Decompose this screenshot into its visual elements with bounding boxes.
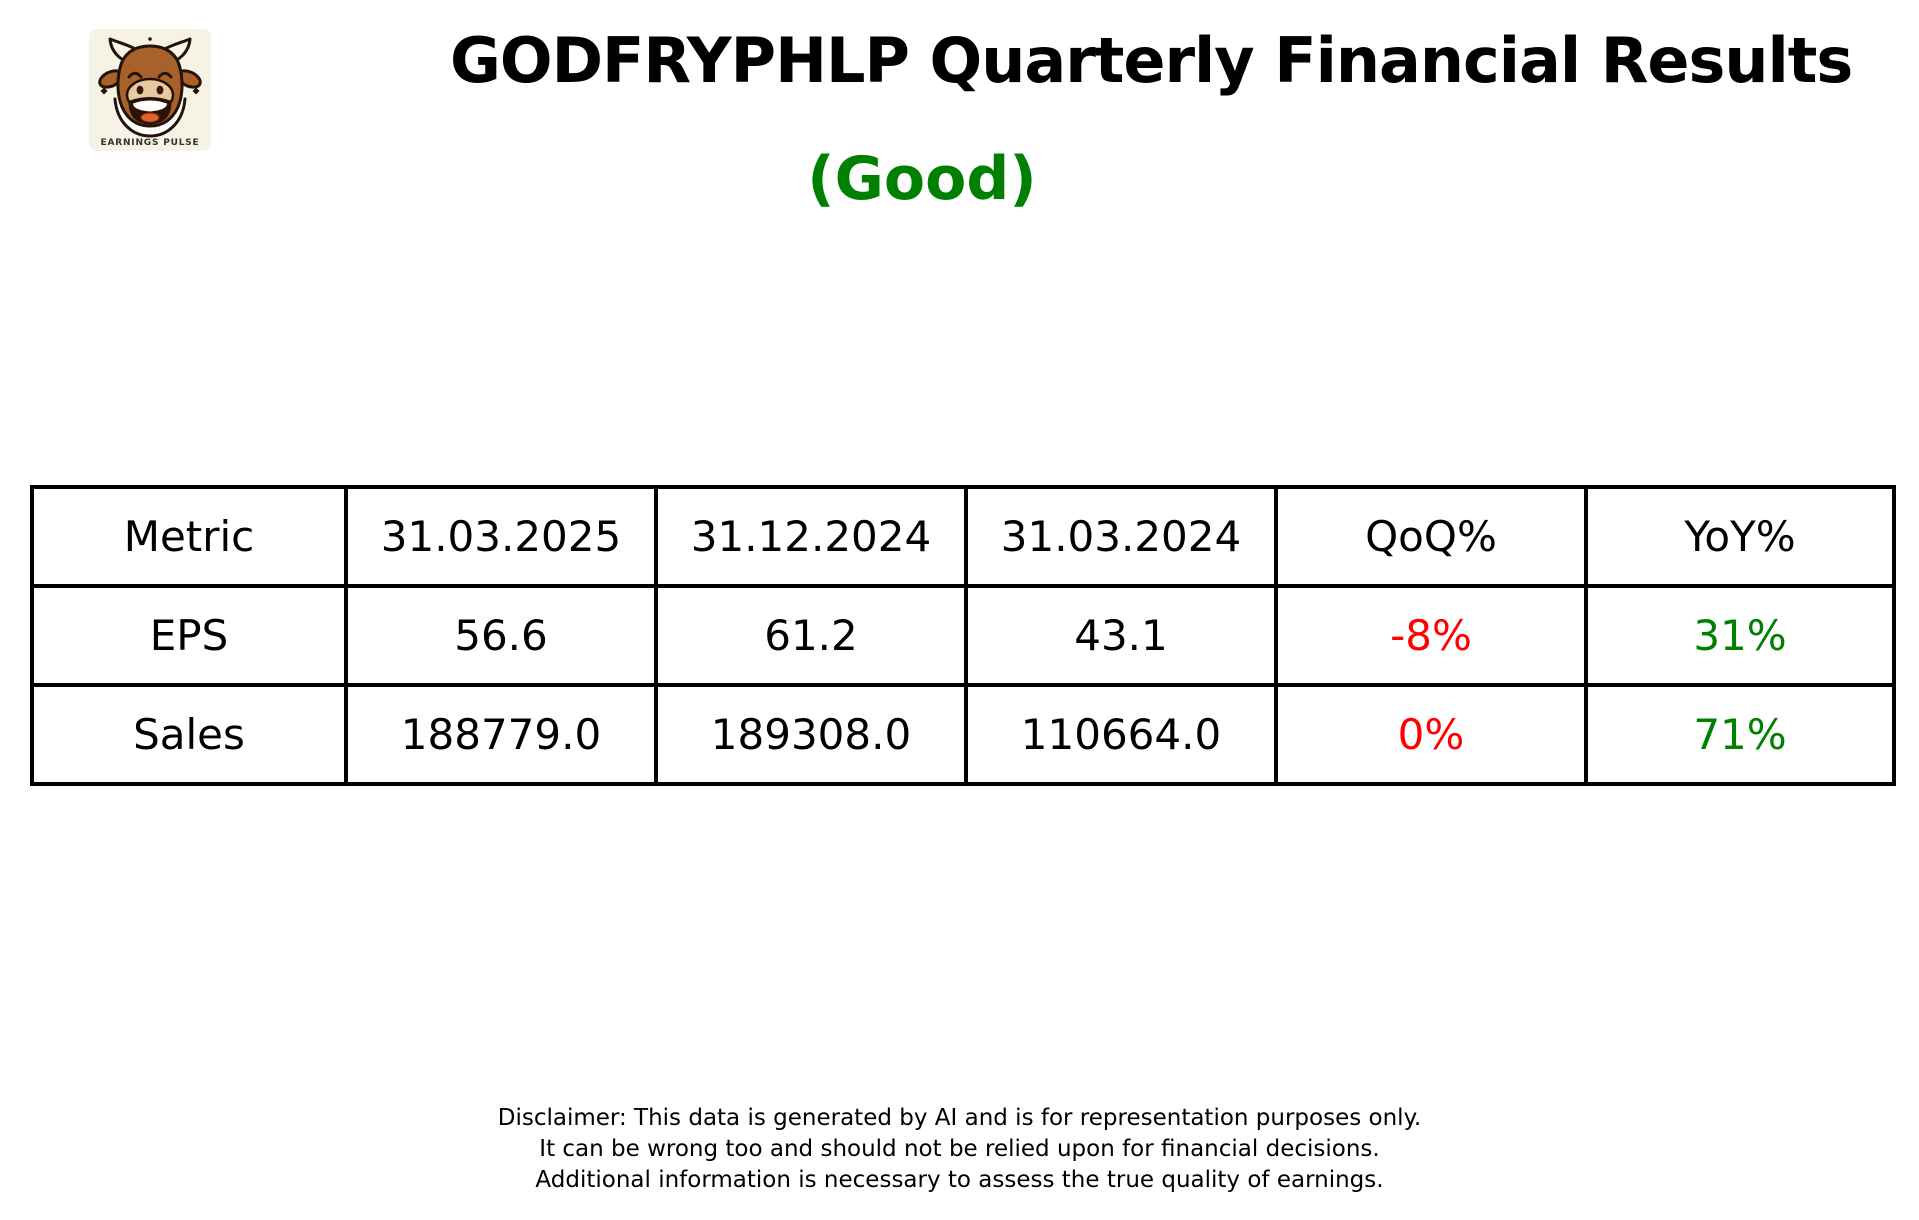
sales-metric-cell: Sales	[30, 683, 348, 786]
eps-yoy-pct: 31%	[1584, 584, 1896, 687]
table-row-sales: Sales 188779.0 189308.0 110664.0 0% 71%	[30, 683, 1896, 786]
eps-q-yoy: 43.1	[964, 584, 1278, 687]
verdict-label: (Good)	[807, 144, 1037, 214]
results-table: Metric 31.03.2025 31.12.2024 31.03.2024 …	[30, 485, 1896, 786]
sales-qoq-pct: 0%	[1274, 683, 1588, 786]
eps-q-latest: 56.6	[344, 584, 658, 687]
disclaimer: Disclaimer: This data is generated by AI…	[0, 1103, 1919, 1196]
header-cell-q-yoy: 31.03.2024	[964, 485, 1278, 588]
disclaimer-line-3: Additional information is necessary to a…	[535, 1167, 1384, 1193]
disclaimer-line-2: It can be wrong too and should not be re…	[539, 1136, 1380, 1162]
sales-yoy-pct: 71%	[1584, 683, 1896, 786]
header-cell-q-prev: 31.12.2024	[654, 485, 968, 588]
eps-q-prev: 61.2	[654, 584, 968, 687]
header-cell-metric: Metric	[30, 485, 348, 588]
eps-metric-cell: EPS	[30, 584, 348, 687]
table-header-row: Metric 31.03.2025 31.12.2024 31.03.2024 …	[30, 485, 1896, 588]
table-row-eps: EPS 56.6 61.2 43.1 -8% 31%	[30, 584, 1896, 687]
header-cell-yoy: YoY%	[1584, 485, 1896, 588]
header-cell-q-latest: 31.03.2025	[344, 485, 658, 588]
bull-logo-icon: EARNINGS PULSE	[89, 29, 211, 151]
earnings-pulse-logo: EARNINGS PULSE	[89, 29, 211, 151]
header-cell-qoq: QoQ%	[1274, 485, 1588, 588]
eps-qoq-pct: -8%	[1274, 584, 1588, 687]
page-title: GODFRYPHLP Quarterly Financial Results	[450, 24, 1853, 97]
sales-q-yoy: 110664.0	[964, 683, 1278, 786]
sales-q-latest: 188779.0	[344, 683, 658, 786]
logo-brand-text: EARNINGS PULSE	[101, 138, 200, 148]
sales-q-prev: 189308.0	[654, 683, 968, 786]
disclaimer-line-1: Disclaimer: This data is generated by AI…	[497, 1105, 1422, 1131]
